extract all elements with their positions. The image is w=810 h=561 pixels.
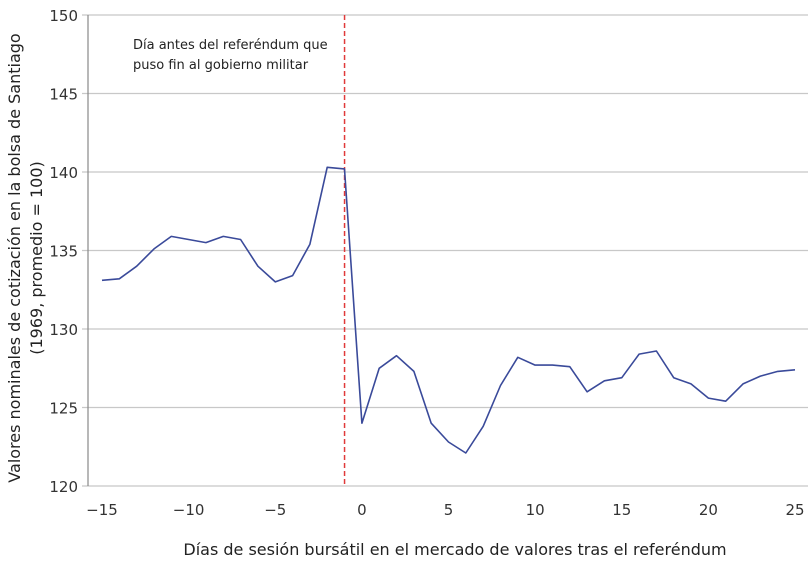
y-tick-label: 130: [49, 321, 78, 339]
y-axis-title-line-2: (1969, promedio = 100): [27, 161, 46, 354]
x-axis-ticks: −15 −10 −5 0 5 10 15 20 25: [86, 501, 804, 519]
x-tick-label: 25: [785, 501, 804, 519]
annotation-line-2: puso fin al gobierno militar: [133, 58, 309, 73]
y-tick-label: 140: [49, 164, 78, 182]
x-tick-label: 5: [444, 501, 454, 519]
gridlines: [82, 14, 808, 487]
x-tick-label: 0: [357, 501, 367, 519]
y-axis-title-line-1: Valores nominales de cotización en la bo…: [5, 33, 24, 482]
y-tick-label: 145: [49, 86, 78, 104]
y-axis-ticks: 120 125 130 135 140 145 150: [49, 7, 78, 496]
x-tick-label: 10: [526, 501, 545, 519]
x-tick-label: −5: [264, 501, 286, 519]
y-tick-label: 125: [49, 400, 78, 418]
y-tick-label: 135: [49, 243, 78, 261]
x-tick-label: 15: [612, 501, 631, 519]
x-tick-label: 20: [699, 501, 718, 519]
stock-index-line: [101, 166, 796, 454]
x-axis-title: Días de sesión bursátil en el mercado de…: [183, 540, 726, 559]
x-tick-label: −10: [173, 501, 205, 519]
annotation-line-1: Día antes del referéndum que: [133, 38, 328, 53]
x-tick-label: −15: [86, 501, 118, 519]
y-tick-label: 120: [49, 478, 78, 496]
y-tick-label: 150: [49, 7, 78, 25]
